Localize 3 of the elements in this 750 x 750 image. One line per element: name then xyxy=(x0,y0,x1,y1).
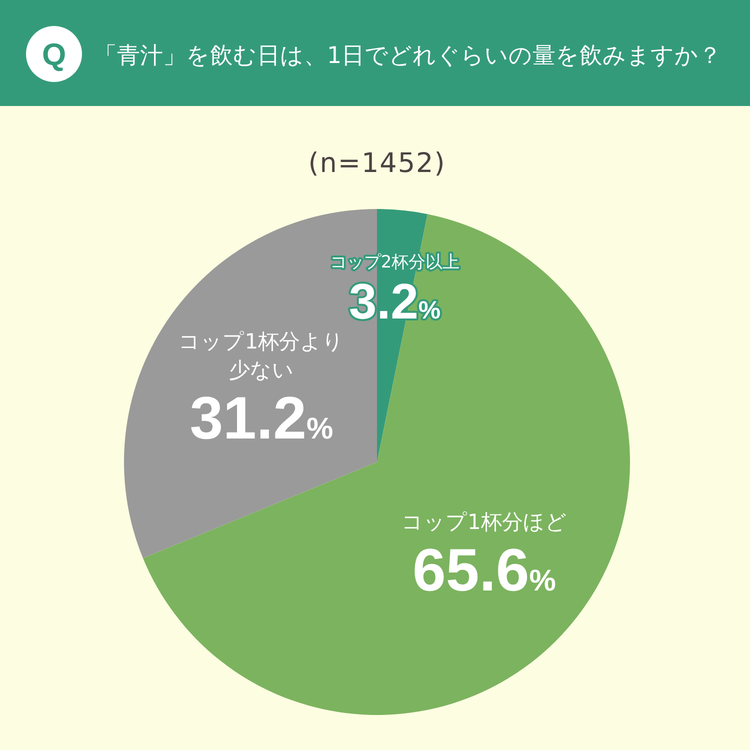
icon-question: Q xyxy=(26,26,82,82)
chart-subtitle: (n=1452) xyxy=(308,148,446,179)
chart-title: 「青汁」を飲む日は、1日でどれぐらいの量を飲みますか？ xyxy=(94,43,722,69)
